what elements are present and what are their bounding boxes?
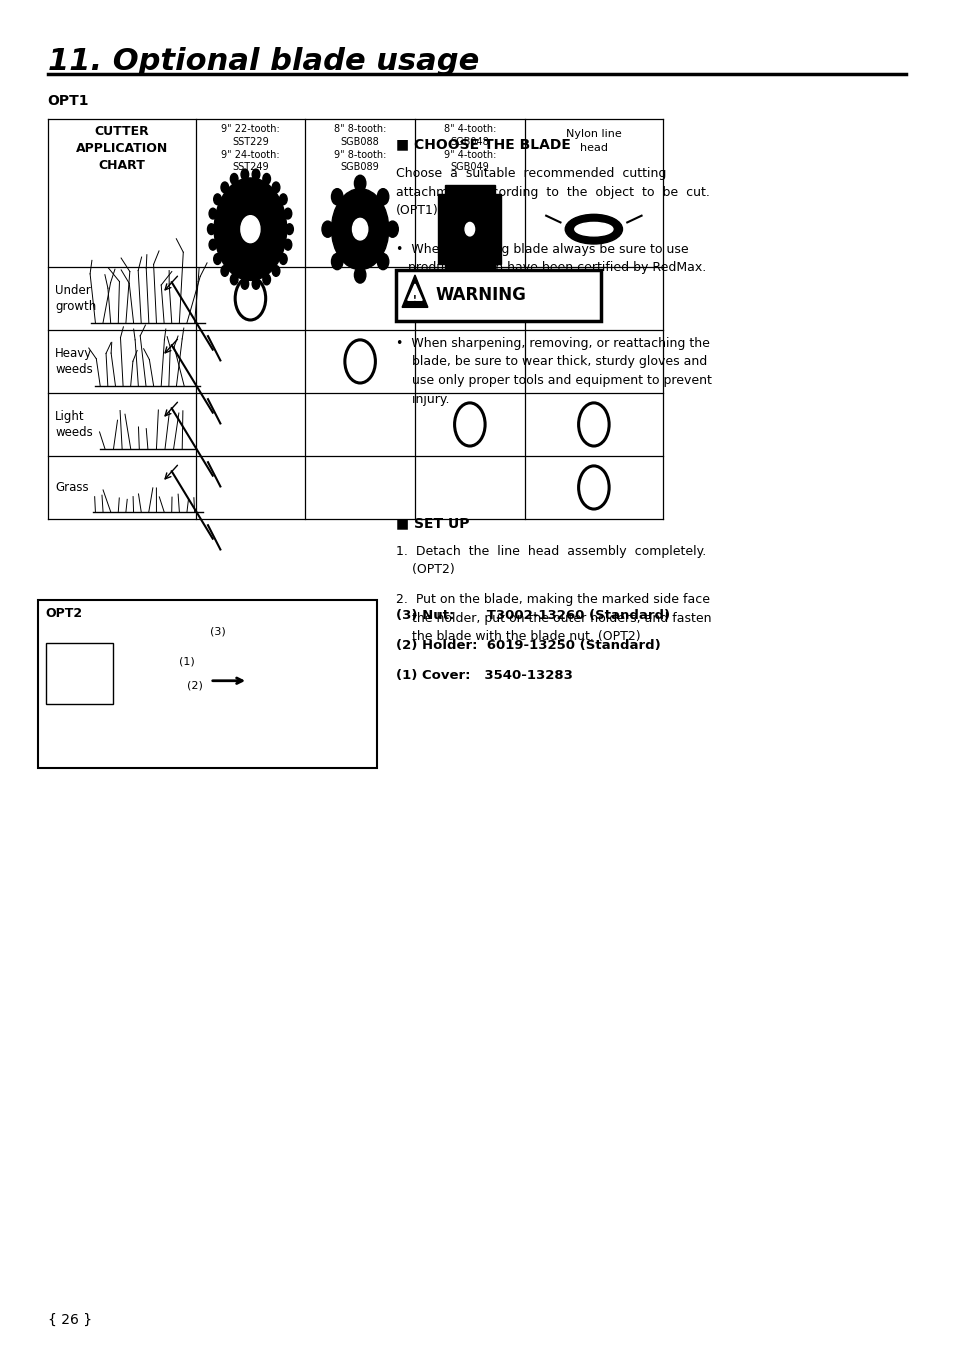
Text: Nylon line
head: Nylon line head xyxy=(565,129,621,152)
Circle shape xyxy=(272,266,279,276)
Circle shape xyxy=(221,266,229,276)
Text: 2.  Put on the blade, making the marked side face
    the holder, put on the out: 2. Put on the blade, making the marked s… xyxy=(395,593,711,643)
Text: 8" 4-tooth:
SGB048
9" 4-tooth:
SGB049: 8" 4-tooth: SGB048 9" 4-tooth: SGB049 xyxy=(443,124,496,173)
Circle shape xyxy=(284,240,292,251)
Circle shape xyxy=(352,218,367,240)
Text: Choose  a  suitable  recommended  cutting
attachment  according  to  the  object: Choose a suitable recommended cutting at… xyxy=(395,167,709,217)
Polygon shape xyxy=(407,284,421,301)
Circle shape xyxy=(263,174,271,185)
Ellipse shape xyxy=(564,214,622,244)
Text: (2) Holder:  6019-13250 (Standard): (2) Holder: 6019-13250 (Standard) xyxy=(395,639,660,652)
Circle shape xyxy=(241,279,249,290)
Circle shape xyxy=(331,189,342,205)
Text: (1) Cover:   3540-13283: (1) Cover: 3540-13283 xyxy=(395,669,572,682)
Circle shape xyxy=(386,221,397,237)
Polygon shape xyxy=(401,275,427,307)
Circle shape xyxy=(209,240,216,251)
Circle shape xyxy=(354,267,365,283)
Circle shape xyxy=(279,194,287,205)
Text: (3): (3) xyxy=(210,627,226,636)
Circle shape xyxy=(221,182,229,193)
Circle shape xyxy=(286,224,293,235)
Text: CUTTER
APPLICATION
CHART: CUTTER APPLICATION CHART xyxy=(75,125,168,173)
Circle shape xyxy=(322,221,334,237)
Ellipse shape xyxy=(574,222,613,236)
Text: (3) Nut:       T3002-13260 (Standard): (3) Nut: T3002-13260 (Standard) xyxy=(395,609,669,623)
Text: ■ CHOOSE THE BLADE: ■ CHOOSE THE BLADE xyxy=(395,137,570,151)
Circle shape xyxy=(284,208,292,218)
Circle shape xyxy=(209,208,216,218)
FancyBboxPatch shape xyxy=(38,600,376,768)
Circle shape xyxy=(465,222,475,236)
Polygon shape xyxy=(476,194,501,264)
Text: Heavy
weeds: Heavy weeds xyxy=(55,346,93,376)
Circle shape xyxy=(213,178,286,280)
Circle shape xyxy=(240,216,259,243)
Circle shape xyxy=(331,189,389,270)
Text: 8" 8-tooth:
SGB088
9" 8-tooth:
SGB089: 8" 8-tooth: SGB088 9" 8-tooth: SGB089 xyxy=(334,124,386,173)
Circle shape xyxy=(263,274,271,284)
Circle shape xyxy=(377,253,389,270)
Circle shape xyxy=(272,182,279,193)
Text: ■ SET UP: ■ SET UP xyxy=(395,516,469,530)
Circle shape xyxy=(213,194,221,205)
Text: 9" 22-tooth:
SST229
9" 24-tooth:
SST249: 9" 22-tooth: SST229 9" 24-tooth: SST249 xyxy=(221,124,279,173)
FancyBboxPatch shape xyxy=(46,643,112,704)
Text: Under
growth: Under growth xyxy=(55,284,96,313)
Circle shape xyxy=(354,175,365,191)
Text: Grass: Grass xyxy=(55,481,89,493)
Text: OPT2: OPT2 xyxy=(46,607,83,620)
Text: !: ! xyxy=(413,295,416,303)
Circle shape xyxy=(279,253,287,264)
Text: 11. Optional blade usage: 11. Optional blade usage xyxy=(48,47,478,77)
Circle shape xyxy=(457,213,480,245)
Polygon shape xyxy=(444,185,495,220)
Text: (1): (1) xyxy=(179,656,195,666)
Text: (2): (2) xyxy=(187,681,203,690)
Text: 1.  Detach  the  line  head  assembly  completely.
    (OPT2): 1. Detach the line head assembly complet… xyxy=(395,545,705,576)
Circle shape xyxy=(377,189,389,205)
Circle shape xyxy=(252,168,259,179)
Text: •  When sharpening, removing, or reattaching the
    blade, be sure to wear thic: • When sharpening, removing, or reattach… xyxy=(395,337,711,406)
Polygon shape xyxy=(437,194,463,264)
Circle shape xyxy=(208,224,215,235)
Polygon shape xyxy=(444,239,495,274)
Text: OPT1: OPT1 xyxy=(48,94,90,108)
Circle shape xyxy=(230,174,237,185)
Circle shape xyxy=(331,253,342,270)
Text: •  When replacing blade always be sure to use
   products which have been certif: • When replacing blade always be sure to… xyxy=(395,243,705,274)
Circle shape xyxy=(241,168,249,179)
Circle shape xyxy=(252,279,259,290)
Circle shape xyxy=(230,274,237,284)
Circle shape xyxy=(213,253,221,264)
FancyBboxPatch shape xyxy=(395,270,600,321)
Text: Light
weeds: Light weeds xyxy=(55,410,93,439)
Text: WARNING: WARNING xyxy=(436,286,526,305)
Text: { 26 }: { 26 } xyxy=(48,1313,91,1326)
